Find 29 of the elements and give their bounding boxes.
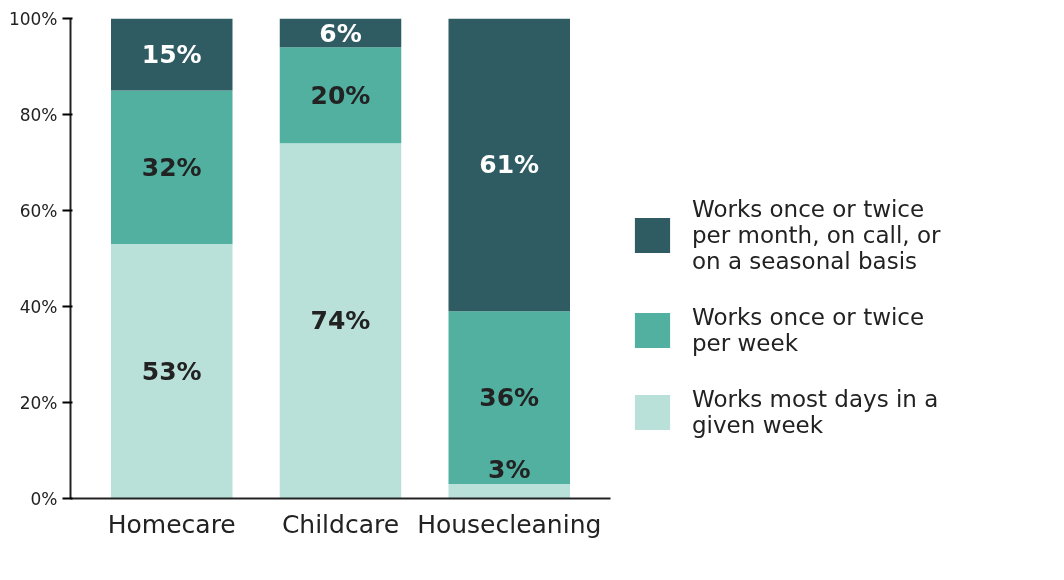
bar xyxy=(279,47,402,144)
bar xyxy=(448,484,570,499)
data-label: 32% xyxy=(141,152,202,182)
data-label: 3% xyxy=(488,455,531,485)
legend-label: Works once or twice per week xyxy=(692,304,925,356)
data-label: 36% xyxy=(479,383,540,413)
bar xyxy=(448,18,570,312)
y-tick-label: 60% xyxy=(19,200,58,221)
y-tick-label: 0% xyxy=(30,488,58,509)
data-label: 53% xyxy=(141,356,202,386)
bar xyxy=(448,311,570,485)
bar xyxy=(111,18,233,91)
x-tick-label: Homecare xyxy=(107,509,236,539)
bar xyxy=(111,90,233,245)
y-tick-label: 80% xyxy=(19,104,58,125)
y-tick-label: 20% xyxy=(19,392,58,413)
data-label: 20% xyxy=(310,80,371,110)
bar xyxy=(111,244,233,499)
x-tick-label: Housecleaning xyxy=(417,509,602,539)
legend-label: Works once or twice per month, on call, or on a seasonal basis xyxy=(692,196,941,274)
legend-label: Works most days in a given week xyxy=(692,386,939,438)
bar xyxy=(279,143,402,499)
data-label: 74% xyxy=(310,306,371,336)
y-tick-label: 40% xyxy=(19,296,58,317)
data-label: 6% xyxy=(319,18,362,48)
data-label: 61% xyxy=(479,150,540,180)
x-tick-label: Childcare xyxy=(281,509,400,539)
y-tick-label: 100% xyxy=(8,8,58,29)
data-label: 15% xyxy=(141,40,202,69)
